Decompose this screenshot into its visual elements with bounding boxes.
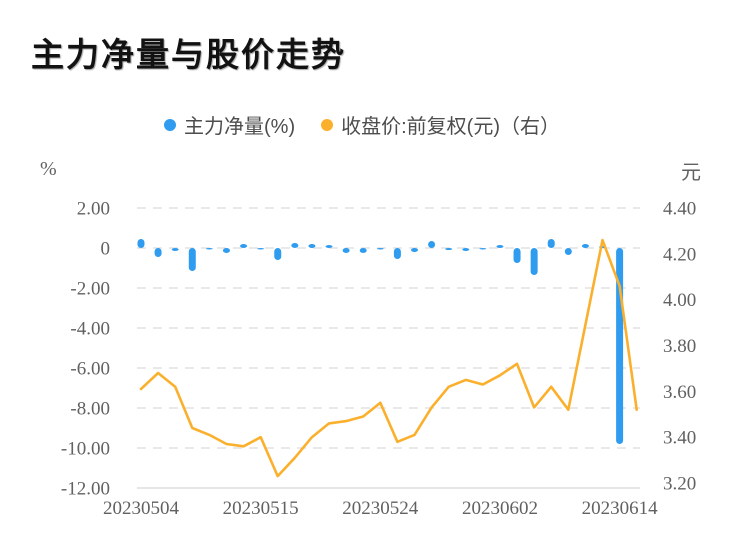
bar-main-net-volume <box>359 248 367 253</box>
bar-main-net-volume <box>342 248 350 253</box>
chart-legend: 主力净量(%) 收盘价:前复权(元)（右） <box>0 110 724 139</box>
bar-main-net-volume <box>393 248 401 259</box>
y-axis-tick-left: 0 <box>101 239 111 260</box>
y-axis-tick-left: -10.00 <box>61 439 110 460</box>
x-axis-tick: 20230504 <box>103 498 180 519</box>
bar-main-net-volume <box>291 243 299 248</box>
x-axis-tick: 20230524 <box>342 498 419 519</box>
bar-main-net-volume <box>479 248 487 250</box>
bar-main-net-volume <box>530 248 538 275</box>
bar-main-net-volume <box>564 248 572 255</box>
legend-line-marker-icon <box>321 118 334 131</box>
x-axis-tick: 20230602 <box>462 498 538 519</box>
y-axis-tick-left: -4.00 <box>70 319 110 340</box>
y-axis-tick-right: 4.20 <box>663 244 696 265</box>
x-axis-tick: 20230614 <box>582 498 659 519</box>
bar-main-net-volume <box>410 248 418 252</box>
bar-main-net-volume <box>376 248 384 250</box>
bar-main-net-volume <box>222 248 230 253</box>
price-line <box>139 238 639 478</box>
y-axis-tick-left: 2.00 <box>77 199 110 220</box>
bar-main-net-volume <box>240 244 248 248</box>
bar-main-net-volume <box>428 241 436 248</box>
y-axis-tick-left: -2.00 <box>70 279 110 300</box>
bar-main-net-volume <box>257 248 265 250</box>
bar-main-net-volume <box>154 248 162 257</box>
bar-main-net-volume <box>496 245 504 248</box>
bar-main-net-volume <box>513 248 521 263</box>
legend-label-close-price: 收盘价:前复权(元)（右） <box>341 116 560 138</box>
bar-main-net-volume <box>581 244 589 248</box>
y-axis-tick-right: 4.40 <box>663 199 696 220</box>
left-axis-unit-label: % <box>40 158 57 180</box>
bar-main-net-volume <box>188 248 196 271</box>
y-axis-tick-right: 3.40 <box>663 428 696 449</box>
bar-main-net-volume <box>445 248 453 250</box>
legend-bar-marker-icon <box>164 118 176 131</box>
y-axis-tick-left: -6.00 <box>70 359 110 380</box>
y-axis-tick-left: -8.00 <box>70 399 110 420</box>
bar-main-net-volume <box>547 239 555 248</box>
bar-main-net-volume <box>274 248 282 260</box>
legend-item-main-net-volume[interactable]: 主力净量(%) <box>164 110 295 139</box>
y-axis-tick-right: 3.60 <box>663 382 696 403</box>
right-axis-unit-label: 元 <box>681 162 701 184</box>
y-axis-tick-right: 3.80 <box>663 336 696 357</box>
bar-main-net-volume <box>205 248 213 250</box>
bar-main-net-volume <box>325 245 333 248</box>
chart-title: 主力净量与股价走势 <box>31 36 346 73</box>
bar-main-net-volume <box>462 248 470 251</box>
legend-item-close-price[interactable]: 收盘价:前复权(元)（右） <box>321 110 560 139</box>
legend-label-main-net-volume: 主力净量(%) <box>184 116 296 138</box>
bar-main-net-volume <box>308 244 316 248</box>
x-axis-tick: 20230515 <box>223 498 299 519</box>
y-axis-tick-right: 3.20 <box>663 474 696 495</box>
bar-main-net-volume <box>137 239 145 248</box>
y-axis-tick-left: -12.00 <box>61 479 110 500</box>
bar-main-net-volume <box>171 248 179 251</box>
y-axis-tick-right: 4.00 <box>663 290 696 311</box>
